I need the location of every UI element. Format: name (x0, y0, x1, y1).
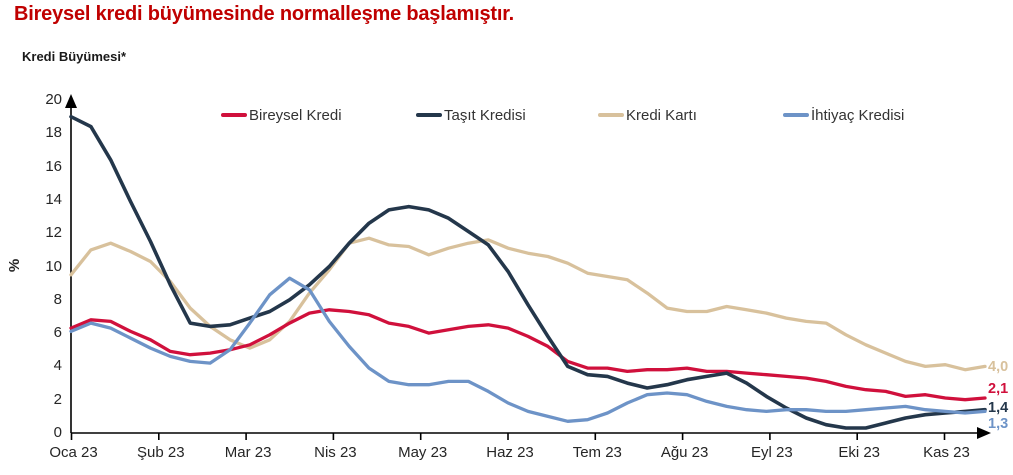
end-value-label-ihtiyac-kredisi: 1,3 (988, 416, 1009, 432)
legend-item-tasit-kredisi: Taşıt Kredisi (416, 106, 526, 124)
x-axis-tick-label: Ağu 23 (660, 444, 709, 461)
legend-label: İhtiyaç Kredisi (811, 106, 905, 124)
y-axis-tick-label: 16 (45, 157, 62, 175)
x-axis-tick-label: Kas 23 (923, 444, 970, 461)
chart-subtitle: Kredi Büyümesi* (22, 49, 127, 64)
legend-swatch-icon (598, 113, 624, 117)
x-axis-tick-label: Nis 23 (314, 444, 357, 461)
legend-label: Taşıt Kredisi (444, 106, 526, 124)
legend-item-kredi-karti: Kredi Kartı (598, 106, 697, 124)
legend-swatch-icon (416, 113, 442, 117)
y-axis-tick-label: 8 (53, 290, 62, 308)
series-line-kredi-kart- (69, 236, 987, 372)
x-axis-tick-label: Haz 23 (486, 444, 534, 461)
legend-swatch-icon (783, 113, 809, 117)
y-axis-tick-label: 0 (53, 424, 62, 441)
legend-label: Kredi Kartı (626, 106, 697, 124)
end-value-label-bireysel-kredi: 2,1 (988, 381, 1009, 397)
y-axis-tick-label: 20 (45, 91, 62, 108)
legend-label: Bireysel Kredi (249, 106, 342, 124)
end-value-label-kredi-karti: 4,0 (988, 359, 1009, 375)
x-axis-arrow-icon (977, 427, 991, 439)
series-line-i-htiya-kredisi (69, 276, 987, 423)
legend-item-bireysel-kredi: Bireysel Kredi (221, 106, 342, 124)
y-axis-tick-label: 12 (45, 224, 62, 242)
y-axis-tick-label: 4 (53, 357, 62, 375)
y-axis-tick-label: 6 (53, 324, 62, 342)
x-axis-tick-label: Eki 23 (838, 444, 881, 461)
series-line-bireysel-kredi (69, 308, 987, 402)
x-axis-tick-label: Oca 23 (49, 444, 98, 461)
end-value-label-tasit-kredisi: 1,4 (988, 400, 1009, 416)
series-line-ta-t-kredisi (69, 114, 987, 430)
page-title: Bireysel kredi büyümesinde normalleşme b… (14, 3, 515, 25)
y-axis-tick-label: 18 (45, 124, 62, 142)
y-axis-arrow-icon (65, 94, 77, 108)
legend-item-ihtiyac-kredisi: İhtiyaç Kredisi (783, 106, 904, 124)
y-axis-tick-label: 2 (53, 390, 62, 408)
x-axis-tick-label: May 23 (398, 444, 448, 461)
y-axis-tick-label: 14 (45, 190, 62, 208)
x-axis-tick-label: Eyl 23 (751, 444, 793, 461)
y-axis-tick-label: 10 (45, 257, 62, 275)
x-axis-tick-label: Tem 23 (572, 444, 622, 461)
x-axis-tick-label: Mar 23 (224, 444, 272, 461)
legend-swatch-icon (221, 113, 247, 117)
x-axis-tick-label: Şub 23 (137, 444, 185, 461)
